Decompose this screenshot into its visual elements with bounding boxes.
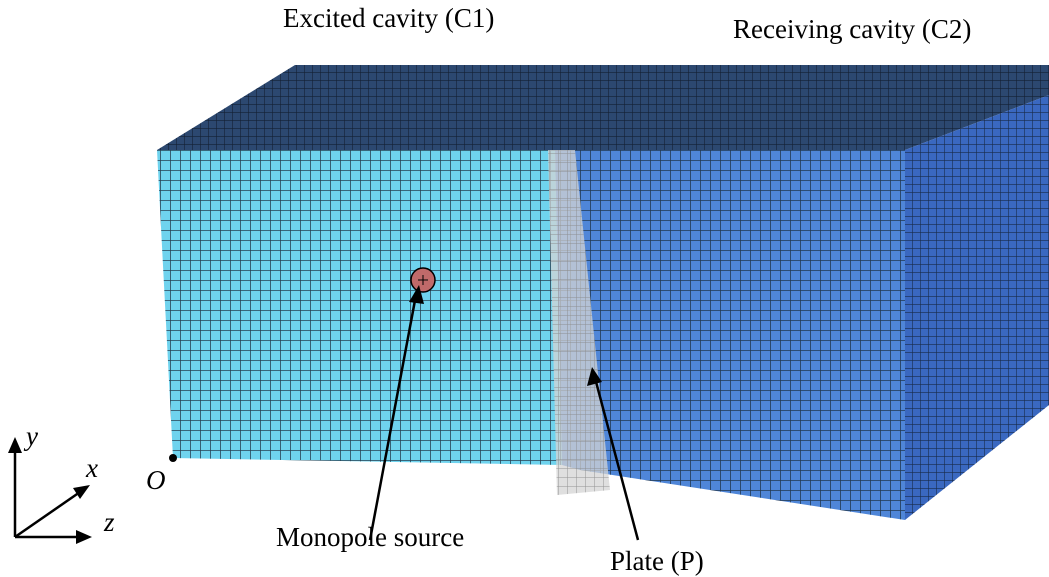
excited-cavity-mesh <box>157 150 562 465</box>
plate-arrow <box>593 377 640 541</box>
receiving-cavity-mesh <box>555 150 905 520</box>
label-monopole-source: Monopole source <box>276 522 464 552</box>
label-excited-cavity: Excited cavity (C1) <box>283 3 494 33</box>
origin-label: O <box>146 465 166 495</box>
plate-arrow-head <box>587 367 602 386</box>
label-plate: Plate (P) <box>610 546 704 576</box>
top-face-mesh <box>157 65 1049 150</box>
axis-x-label: x <box>85 453 98 483</box>
label-receiving-cavity: Receiving cavity (C2) <box>733 14 971 44</box>
axis-y-label: y <box>23 421 38 451</box>
plate-mesh <box>548 150 610 495</box>
monopole-arrow <box>368 294 418 541</box>
origin-point <box>169 454 177 462</box>
axis-z-label: z <box>103 507 115 537</box>
axes-triad <box>8 437 92 544</box>
monopole-arrow-head <box>409 285 424 304</box>
right-face-mesh <box>905 95 1049 520</box>
